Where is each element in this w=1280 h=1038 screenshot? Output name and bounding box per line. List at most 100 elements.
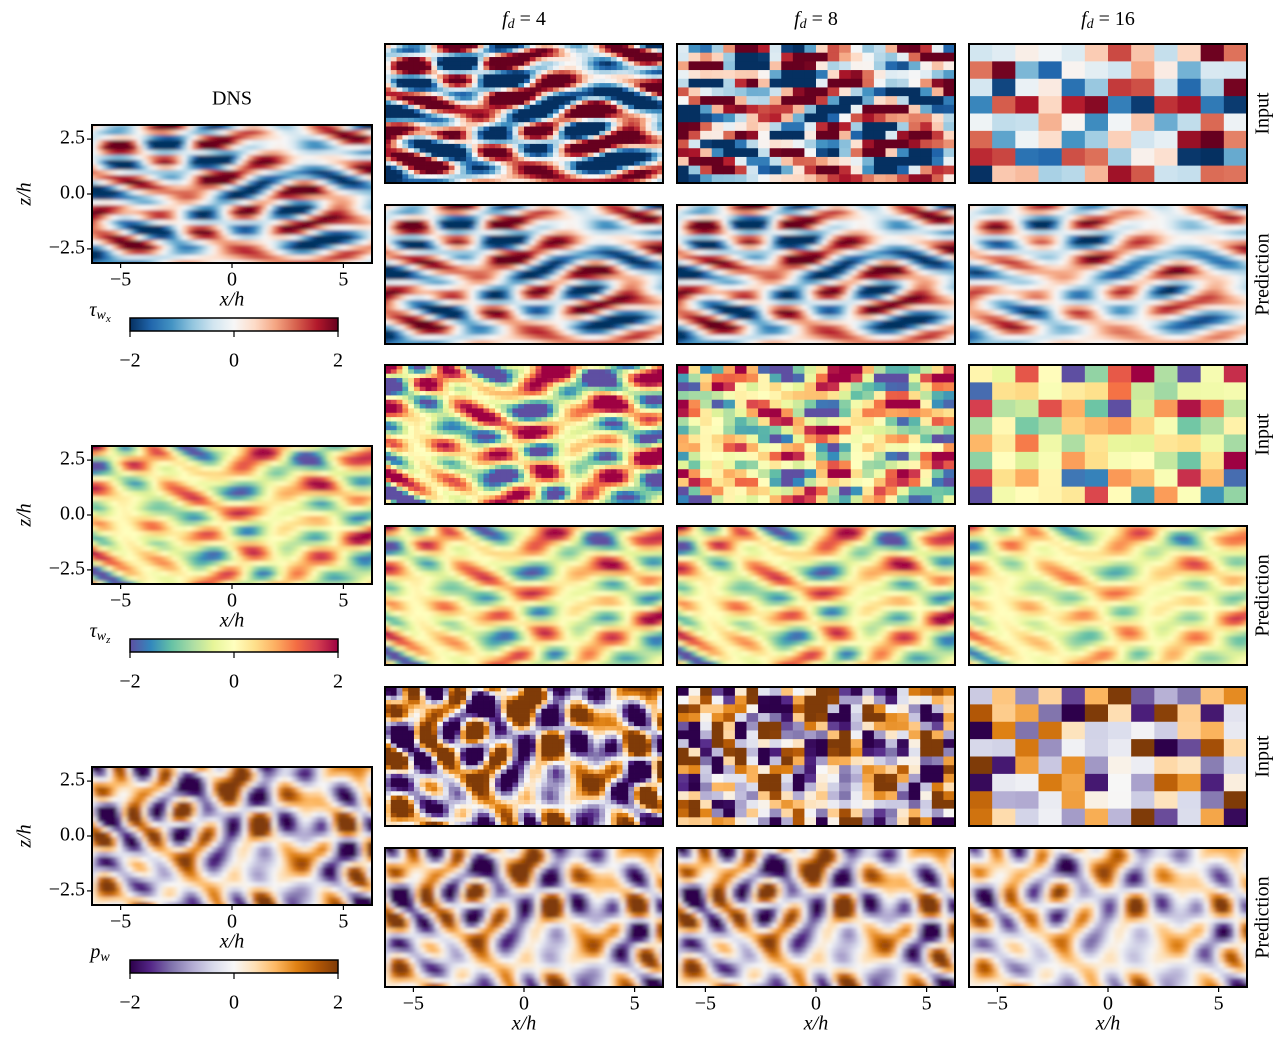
cell — [197, 150, 203, 156]
cell — [167, 155, 173, 161]
cell — [167, 531, 173, 537]
cell — [212, 571, 218, 577]
cell — [162, 170, 168, 176]
cell — [192, 576, 198, 582]
cell — [222, 481, 228, 487]
cell — [197, 506, 203, 512]
cell — [277, 787, 283, 793]
cell — [172, 822, 178, 828]
cell — [152, 882, 158, 888]
cell — [202, 566, 208, 572]
cell — [102, 782, 108, 788]
cell — [272, 240, 278, 246]
cell — [227, 476, 233, 482]
cell — [232, 521, 238, 527]
cell — [172, 837, 178, 843]
cell — [207, 215, 213, 221]
cell — [187, 571, 193, 577]
cell — [97, 551, 103, 557]
cell — [137, 576, 143, 582]
cell — [282, 501, 288, 507]
cell — [182, 170, 188, 176]
cell — [182, 481, 188, 487]
cell — [312, 270, 318, 276]
cell — [107, 556, 113, 562]
cell — [257, 857, 263, 863]
cell — [102, 812, 108, 818]
cell — [117, 496, 123, 502]
cell — [252, 456, 258, 462]
cell — [362, 591, 368, 597]
heatmap — [92, 125, 372, 276]
cell — [97, 225, 103, 231]
cell — [187, 566, 193, 572]
cell — [212, 772, 218, 778]
cell — [297, 235, 303, 241]
cell — [247, 807, 253, 813]
cell — [302, 180, 308, 186]
cell — [337, 125, 343, 131]
cell — [112, 832, 118, 838]
cell — [92, 446, 98, 452]
cell — [282, 446, 288, 452]
cell — [277, 827, 283, 833]
cell — [117, 842, 123, 848]
cell — [342, 155, 348, 161]
cell — [187, 521, 193, 527]
cell — [237, 265, 243, 271]
cell — [297, 155, 303, 161]
cell — [102, 235, 108, 241]
cell — [192, 907, 198, 913]
cell — [172, 511, 178, 517]
cell — [362, 205, 368, 211]
cell — [142, 210, 148, 216]
cell — [227, 496, 233, 502]
cell — [227, 225, 233, 231]
cell — [227, 777, 233, 783]
cell — [342, 170, 348, 176]
cell — [97, 446, 103, 452]
cell — [172, 782, 178, 788]
cell — [267, 195, 273, 201]
cell — [107, 481, 113, 487]
cell — [337, 170, 343, 176]
cell — [237, 135, 243, 141]
cell — [257, 571, 263, 577]
cell — [237, 185, 243, 191]
cell — [202, 591, 208, 597]
cell — [132, 551, 138, 557]
cell — [272, 155, 278, 161]
cell — [362, 446, 368, 452]
cell — [102, 250, 108, 256]
cell — [357, 145, 363, 151]
cell — [102, 531, 108, 537]
cell — [327, 446, 333, 452]
cell — [362, 130, 368, 136]
cell — [302, 586, 308, 592]
cell — [347, 576, 353, 582]
cell — [157, 125, 163, 131]
cell — [107, 185, 113, 191]
cell — [232, 782, 238, 788]
cell — [182, 135, 188, 141]
cell — [182, 832, 188, 838]
cell — [292, 501, 298, 507]
cell — [192, 551, 198, 557]
cell — [167, 882, 173, 888]
cell — [232, 571, 238, 577]
cell — [172, 551, 178, 557]
cell — [377, 536, 383, 542]
cell — [282, 546, 288, 552]
cell — [312, 240, 318, 246]
cell — [117, 536, 123, 542]
cell — [282, 867, 288, 873]
cell — [272, 571, 278, 577]
cell — [207, 521, 213, 527]
cell — [267, 165, 273, 171]
cell — [352, 491, 358, 497]
cell — [267, 265, 273, 271]
cell — [207, 561, 213, 567]
cell — [292, 175, 298, 181]
cell — [262, 877, 268, 883]
cell — [132, 832, 138, 838]
